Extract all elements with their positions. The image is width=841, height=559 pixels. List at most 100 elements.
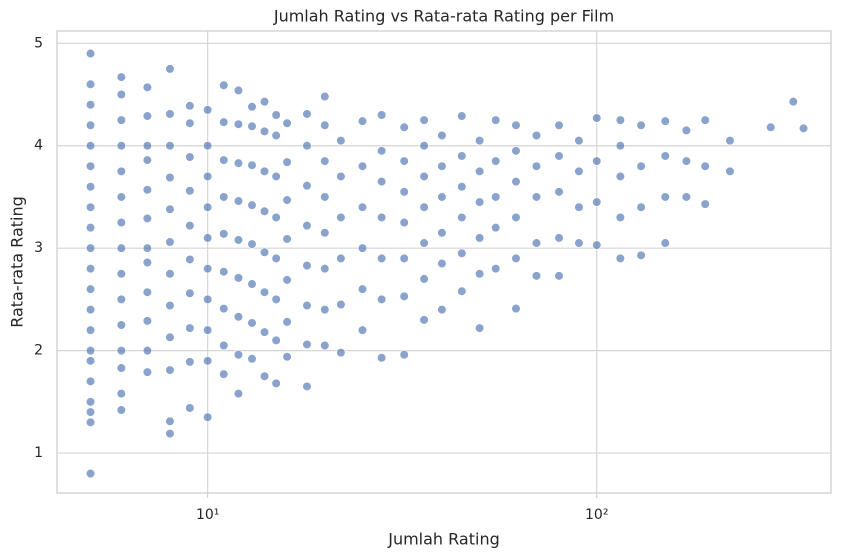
point (203, 356, 213, 366)
point (259, 327, 270, 337)
point (437, 228, 447, 238)
point (302, 339, 312, 350)
point (511, 253, 521, 264)
plot-frame (56, 30, 832, 494)
point (259, 206, 270, 216)
point (233, 119, 244, 129)
point (271, 130, 281, 141)
point (219, 117, 229, 127)
point (142, 257, 152, 268)
point (531, 192, 542, 202)
point (203, 202, 213, 212)
point (419, 274, 429, 284)
point (377, 253, 387, 264)
point (357, 284, 368, 294)
point (399, 122, 409, 132)
point (511, 212, 521, 223)
point (302, 221, 312, 231)
point (233, 312, 244, 322)
point (85, 79, 96, 89)
point (271, 171, 281, 182)
point (511, 176, 521, 187)
point (165, 332, 175, 342)
point (336, 136, 346, 146)
point (219, 340, 229, 351)
point (475, 136, 485, 146)
point (271, 212, 281, 223)
point (219, 229, 229, 239)
point (247, 239, 257, 249)
point (700, 161, 710, 171)
point (419, 238, 429, 248)
point (592, 113, 602, 123)
point (320, 91, 330, 102)
point (116, 141, 126, 151)
point (203, 264, 213, 274)
point (116, 405, 126, 415)
x-axis-label: Jumlah Rating (387, 530, 500, 549)
point (681, 156, 692, 166)
point (282, 234, 292, 244)
point (554, 151, 564, 161)
point (399, 253, 409, 264)
point (766, 122, 776, 132)
x-tick-label: 10¹ (196, 507, 219, 523)
point (491, 223, 501, 233)
point (320, 340, 330, 351)
point (320, 264, 330, 274)
point (85, 305, 96, 315)
point (85, 223, 96, 233)
point (165, 172, 175, 183)
point (247, 160, 257, 170)
point (247, 354, 257, 364)
point (700, 115, 710, 125)
point (511, 146, 521, 156)
point (457, 182, 467, 192)
point (116, 346, 126, 356)
point (271, 110, 281, 120)
point (185, 186, 195, 196)
point (437, 161, 447, 171)
point (233, 235, 244, 245)
y-axis-label: Rata-rata Rating (8, 196, 27, 328)
point (531, 238, 542, 248)
point (377, 146, 387, 156)
point (165, 141, 175, 151)
point (142, 367, 152, 377)
point (219, 267, 229, 277)
point (475, 197, 485, 207)
point (457, 151, 467, 161)
point (142, 243, 152, 253)
point (336, 253, 346, 264)
point (554, 187, 564, 197)
point (419, 141, 429, 151)
point (219, 304, 229, 314)
point (85, 325, 96, 335)
point (377, 294, 387, 304)
point (636, 161, 646, 171)
point (399, 350, 409, 360)
point (247, 102, 257, 112)
point (320, 305, 330, 315)
point (511, 304, 521, 314)
point (511, 120, 521, 130)
point (116, 89, 126, 100)
point (165, 237, 175, 247)
point (259, 166, 270, 176)
point (457, 286, 467, 296)
point (399, 187, 409, 197)
point (142, 213, 152, 224)
point (399, 291, 409, 301)
point (85, 243, 96, 253)
point (574, 202, 584, 212)
point (85, 141, 96, 151)
point (336, 171, 346, 182)
point (85, 397, 96, 407)
point (233, 196, 244, 206)
point (165, 64, 175, 74)
y-tick-label: 2 (34, 343, 43, 359)
point (85, 376, 96, 386)
point (85, 356, 96, 366)
point (233, 350, 244, 360)
point (185, 118, 195, 128)
